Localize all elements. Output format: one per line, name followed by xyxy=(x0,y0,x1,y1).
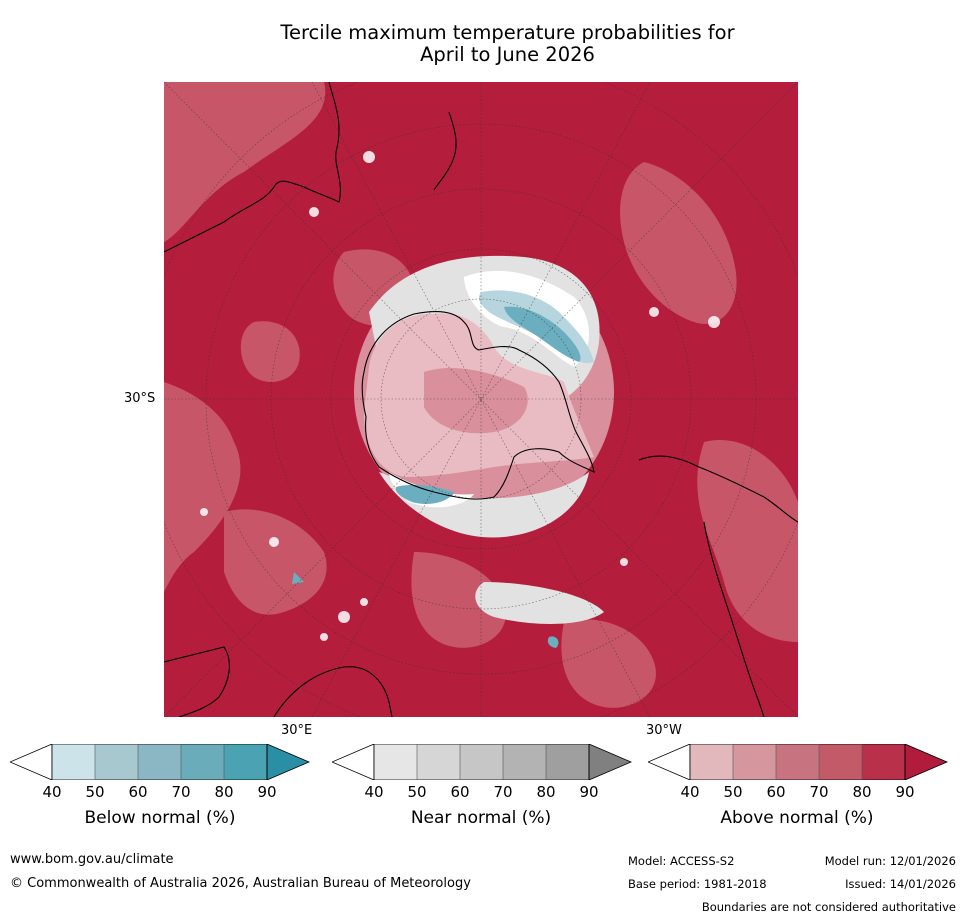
colorbar-above-label: Above normal (%) xyxy=(720,808,874,828)
colorbar-below-bin-2 xyxy=(95,744,138,780)
model-text: Model: ACCESS-S2 xyxy=(628,854,735,868)
colorbar-near-bin-5 xyxy=(546,744,589,780)
tick: 40 xyxy=(42,783,62,801)
issued-text: Issued: 14/01/2026 xyxy=(845,877,956,891)
tick: 90 xyxy=(895,783,915,801)
colorbar-below-upper-arrow xyxy=(266,744,310,780)
near-normal-speckles xyxy=(200,151,720,641)
website-link[interactable]: www.bom.gov.au/climate xyxy=(10,852,174,867)
colorbar-near-label: Near normal (%) xyxy=(410,808,552,828)
colorbar-above-normal xyxy=(648,744,948,780)
longitude-label-30e: 30°E xyxy=(281,723,313,738)
graticule xyxy=(164,82,798,717)
colorbar-below-bin-4 xyxy=(181,744,224,780)
tick: 70 xyxy=(493,783,513,801)
colorbar-above-bin-1 xyxy=(690,744,733,780)
colorbar-above-lower-arrow xyxy=(648,744,691,780)
latitude-label-30s: 30°S xyxy=(124,391,156,406)
title-line-2: April to June 2026 xyxy=(420,43,595,66)
tick: 50 xyxy=(407,783,427,801)
colorbar-below-normal xyxy=(10,744,310,780)
tick: 80 xyxy=(536,783,556,801)
colorbar-above-upper-arrow xyxy=(904,744,948,780)
colorbar-below-bin-1 xyxy=(52,744,95,780)
tick: 70 xyxy=(171,783,191,801)
tick: 50 xyxy=(723,783,743,801)
tick: 90 xyxy=(257,783,277,801)
tick: 60 xyxy=(450,783,470,801)
model-run-text: Model run: 12/01/2026 xyxy=(824,854,956,868)
above-normal-mid-regions xyxy=(164,82,798,708)
colorbar-near-bin-1 xyxy=(374,744,417,780)
tick: 70 xyxy=(809,783,829,801)
colorbar-below-lower-arrow xyxy=(10,744,53,780)
colorbar-near-upper-arrow xyxy=(588,744,632,780)
tick: 60 xyxy=(766,783,786,801)
tick: 80 xyxy=(852,783,872,801)
colorbar-below-bin-5 xyxy=(224,744,267,780)
title-line-1: Tercile maximum temperature probabilitie… xyxy=(280,21,735,44)
map-title: Tercile maximum temperature probabilitie… xyxy=(160,22,855,66)
tick: 40 xyxy=(680,783,700,801)
colorbar-above-bin-3 xyxy=(776,744,819,780)
tick: 60 xyxy=(128,783,148,801)
tick: 50 xyxy=(85,783,105,801)
tick: 80 xyxy=(214,783,234,801)
colorbar-near-bin-3 xyxy=(460,744,503,780)
coastlines xyxy=(164,82,798,717)
colorbar-near-normal xyxy=(332,744,632,780)
colorbar-below-bin-3 xyxy=(138,744,181,780)
tick: 40 xyxy=(364,783,384,801)
colorbar-above-bin-4 xyxy=(819,744,862,780)
longitude-label-30w: 30°W xyxy=(646,723,682,738)
colorbar-near-bin-4 xyxy=(503,744,546,780)
colorbar-above-bin-2 xyxy=(733,744,776,780)
disclaimer-text: Boundaries are not considered authoritat… xyxy=(701,900,956,914)
colorbar-near-bin-2 xyxy=(417,744,460,780)
colorbar-near-lower-arrow xyxy=(332,744,375,780)
colorbar-above-bin-5 xyxy=(862,744,905,780)
tick: 90 xyxy=(579,783,599,801)
colorbar-below-label: Below normal (%) xyxy=(84,808,236,828)
probability-map xyxy=(164,82,798,717)
copyright-text: © Commonwealth of Australia 2026, Austra… xyxy=(10,876,471,891)
base-period-text: Base period: 1981-2018 xyxy=(628,877,767,891)
